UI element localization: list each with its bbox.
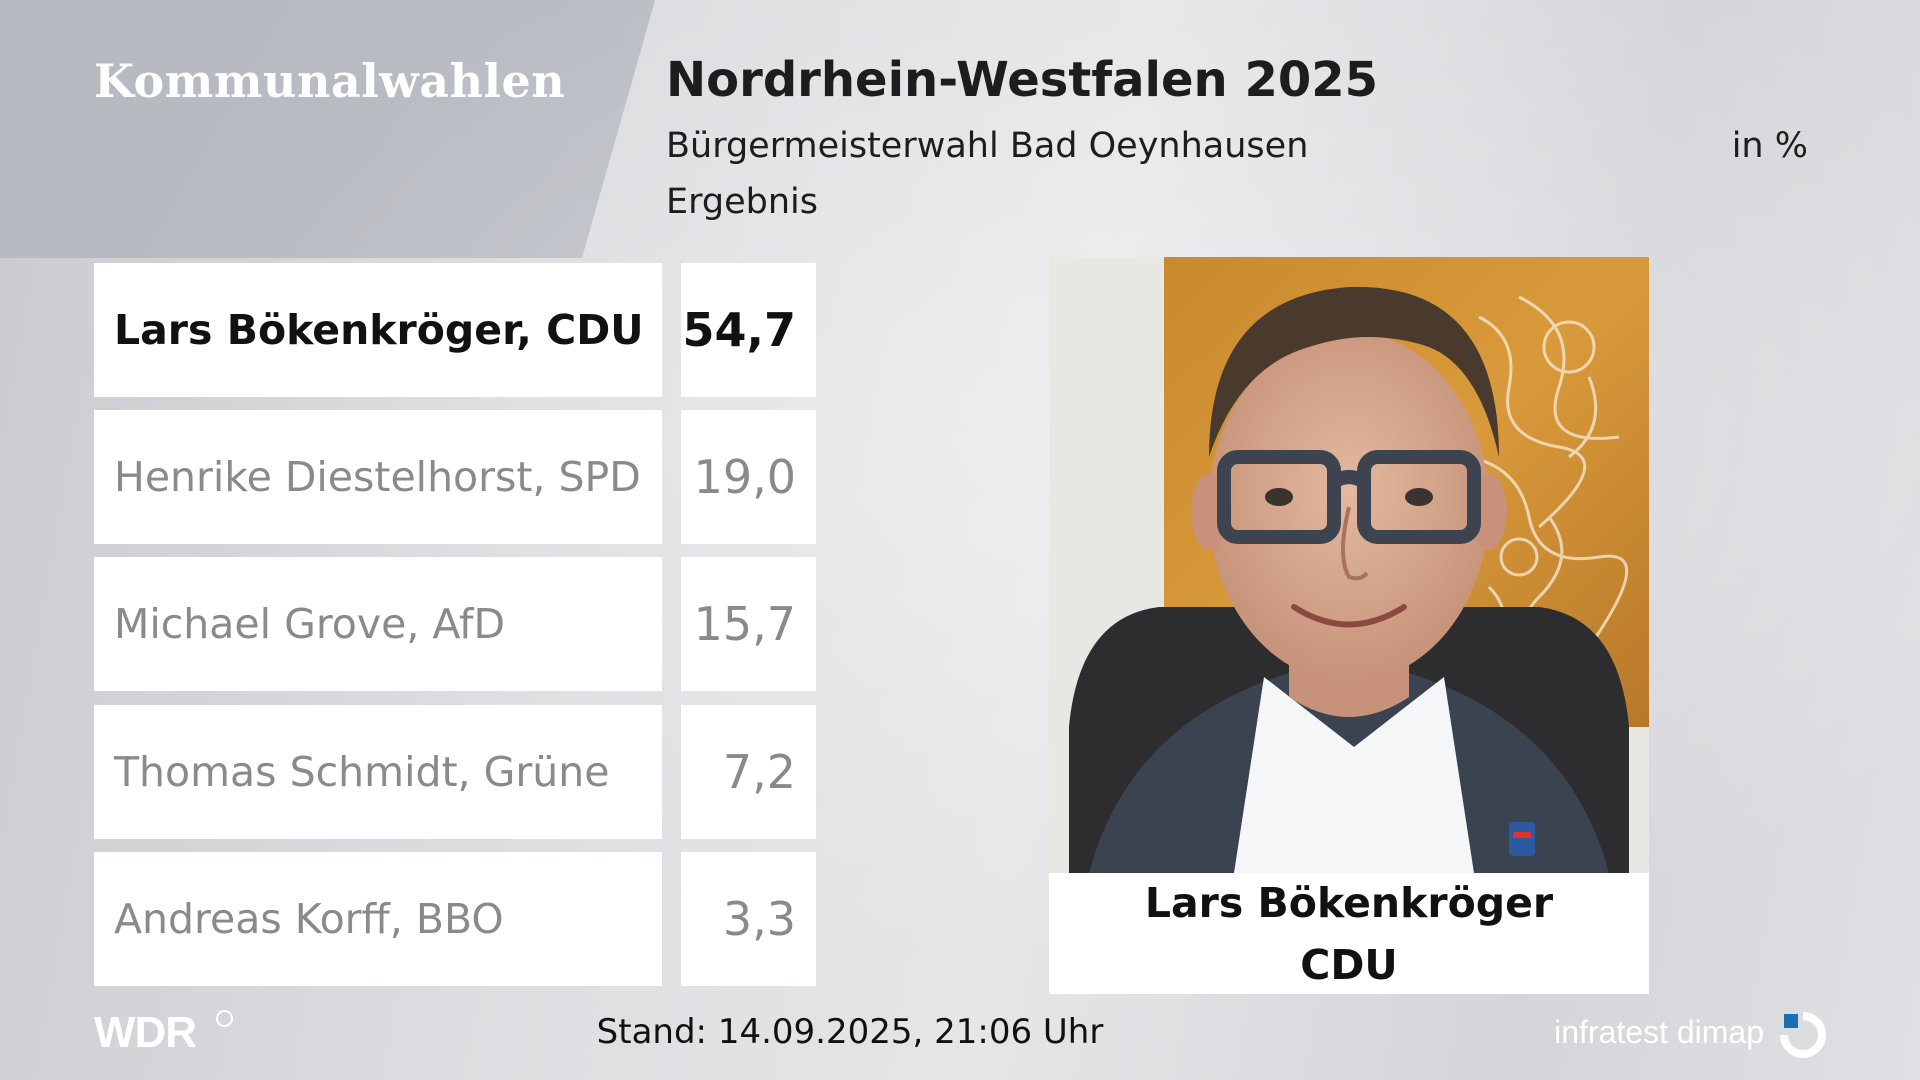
page-subtitle: Bürgermeisterwahl Bad Oeynhausen [666, 126, 1309, 166]
candidate-name: Andreas Korff, BBO [94, 852, 662, 986]
candidate-value: 54,7 [681, 263, 816, 397]
infratest-icon [1780, 1012, 1826, 1058]
winner-party: CDU [1300, 940, 1398, 989]
source-logo: infratest dimap [1554, 1014, 1764, 1050]
timestamp: Stand: 14.09.2025, 21:06 Uhr [596, 1012, 1104, 1052]
candidate-name: Lars Bökenkröger, CDU [94, 263, 662, 397]
candidate-value: 3,3 [681, 852, 816, 986]
unit-label: in % [1731, 126, 1808, 166]
candidate-name: Thomas Schmidt, Grüne [94, 705, 662, 839]
result-label: Ergebnis [666, 182, 818, 222]
winner-caption: Lars Bökenkröger CDU [1049, 873, 1649, 994]
timestamp-row: Stand: 14.09.2025, 21:06 Uhr [0, 1012, 1920, 1052]
program-brand: Kommunalwahlen [94, 54, 566, 108]
winner-name: Lars Bökenkröger [1144, 878, 1554, 927]
wdr-logo: WDR [94, 1008, 197, 1057]
winner-card: Lars Bökenkröger CDU [1049, 257, 1649, 994]
candidate-name: Henrike Diestelhorst, SPD [94, 410, 662, 544]
page-title: Nordrhein-Westfalen 2025 [666, 52, 1379, 108]
ard-icon [216, 1010, 233, 1027]
candidate-value: 7,2 [681, 705, 816, 839]
winner-portrait [1049, 257, 1649, 873]
candidate-value: 19,0 [681, 410, 816, 544]
candidate-name: Michael Grove, AfD [94, 557, 662, 691]
candidate-value: 15,7 [681, 557, 816, 691]
